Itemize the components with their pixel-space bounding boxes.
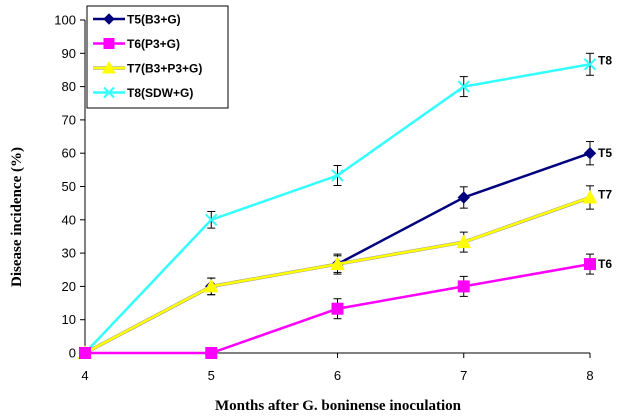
legend-label: T5(B3+G) (127, 13, 181, 27)
y-tick-label: 60 (62, 146, 76, 161)
triangle-marker (102, 60, 116, 74)
y-tick-label: 80 (62, 79, 76, 94)
series-end-label: T7 (598, 187, 612, 201)
triangle-marker (330, 256, 345, 271)
x-marker-stroke (457, 80, 470, 93)
series-end-label: T5 (598, 146, 612, 160)
y-tick-labels: 0 10 20 30 40 50 60 70 80 90 100 (54, 13, 76, 361)
legend: T5(B3+G) T6(P3+G) T7(B3+P3+G) T8(SDW+G) (86, 5, 229, 109)
square-marker (584, 258, 596, 271)
triangle-marker (582, 189, 598, 204)
legend-entry: T8(SDW+G) (93, 86, 193, 100)
square-marker (331, 302, 344, 315)
legend-label: T6(P3+G) (127, 37, 180, 51)
y-tick-label: 100 (54, 13, 76, 28)
series-t8 (78, 52, 597, 360)
triangle-marker (203, 278, 219, 293)
y-tick-label: 30 (62, 246, 76, 261)
square-marker (457, 280, 470, 293)
legend-label: T8(SDW+G) (127, 86, 193, 100)
square-marker (103, 38, 115, 49)
x-tick-label: 7 (460, 368, 467, 383)
y-tick-label: 90 (62, 46, 76, 61)
series-line-outline (84, 195, 591, 355)
legend-entry: T7(B3+P3+G) (93, 60, 202, 76)
legend-label: T7(B3+P3+G) (127, 62, 202, 76)
x-marker-stroke (331, 169, 344, 182)
diamond-marker (583, 146, 597, 160)
y-tick-label: 0 (69, 346, 76, 361)
x-tick-label: 8 (586, 368, 593, 383)
triangle-marker (456, 234, 472, 249)
legend-entry: T5(B3+G) (93, 13, 181, 27)
y-tick-label: 50 (62, 179, 76, 194)
square-marker (79, 347, 91, 359)
series-layer (77, 52, 598, 360)
x-axis-title: Months after G. boninense inoculation (215, 398, 462, 414)
series-end-label: T6 (598, 257, 612, 271)
series-end-label: T8 (598, 53, 612, 67)
y-tick-label: 70 (62, 112, 76, 127)
series-end-labels: T5 T6 T7 T8 (598, 53, 612, 271)
legend-entry: T6(P3+G) (93, 37, 180, 51)
x-tick-label: 4 (81, 368, 88, 383)
series-t7 (77, 185, 598, 359)
x-tick-label: 5 (208, 368, 215, 383)
square-marker (205, 347, 218, 359)
x-marker-stroke (583, 58, 597, 71)
x-marker-stroke (103, 86, 115, 99)
x-tick-label: 6 (334, 368, 341, 383)
x-marker-stroke (205, 213, 218, 227)
series-t6 (79, 253, 596, 359)
series-line (84, 196, 591, 355)
diamond-marker (457, 191, 470, 204)
x-tick-labels: 4 5 6 7 8 (81, 368, 593, 383)
y-tick-label: 10 (62, 312, 76, 327)
y-axis-title: Disease incidence (%) (9, 147, 25, 287)
y-tick-label: 20 (62, 279, 76, 294)
diamond-marker (103, 13, 115, 25)
y-tick-label: 40 (62, 212, 76, 227)
